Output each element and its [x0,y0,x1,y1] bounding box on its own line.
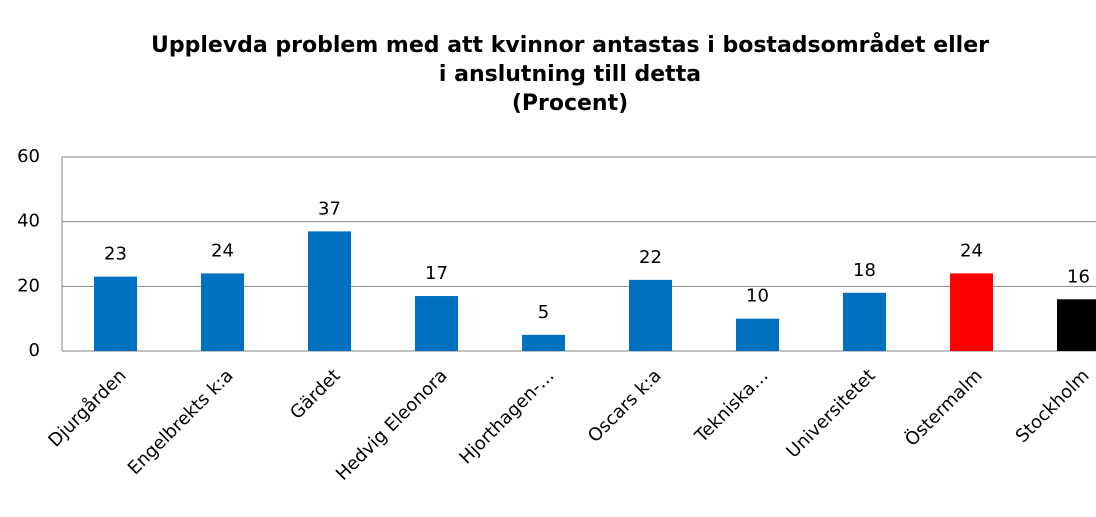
y-tick-label: 60 [17,146,40,167]
bar [1057,299,1096,351]
y-tick-label: 20 [17,275,40,296]
value-label: 17 [425,263,448,284]
chart-title: Upplevda problem med att kvinnor antasta… [151,32,989,58]
chart-subtitle: (Procent) [512,91,628,116]
y-tick-label: 40 [17,211,40,232]
value-label: 18 [853,260,876,281]
bar [843,292,886,351]
x-tick-label: Stockholm [1012,365,1094,447]
value-label: 16 [1067,266,1090,287]
x-tick-label: Oscars k:a [584,365,666,447]
bar [629,279,672,351]
value-label: 24 [211,240,234,261]
x-tick-label: Hjorthagen-… [455,365,558,468]
x-tick-label: Hedvig Eleonora [332,365,452,485]
bar [522,334,565,351]
x-tick-label: Östermalm [900,365,986,451]
y-tick-label: 0 [29,340,40,361]
bar [736,318,779,351]
value-label: 23 [104,244,127,265]
x-tick-label: Djurgården [44,365,130,451]
bar [308,231,351,351]
x-tick-label: Tekniska… [690,365,772,447]
bar [94,276,137,351]
x-tick-label: Gärdet [286,365,344,423]
chart-title: i anslutning till detta [439,62,701,87]
value-label: 5 [538,302,549,323]
value-label: 37 [318,198,341,219]
bar [950,273,993,351]
value-label: 10 [746,286,769,307]
value-label: 24 [960,240,983,261]
value-label: 22 [639,247,662,268]
x-tick-label: Engelbrekts k:a [124,365,238,479]
x-tick-label: Universitetet [782,365,879,462]
bar [415,296,458,351]
bar [201,273,244,351]
